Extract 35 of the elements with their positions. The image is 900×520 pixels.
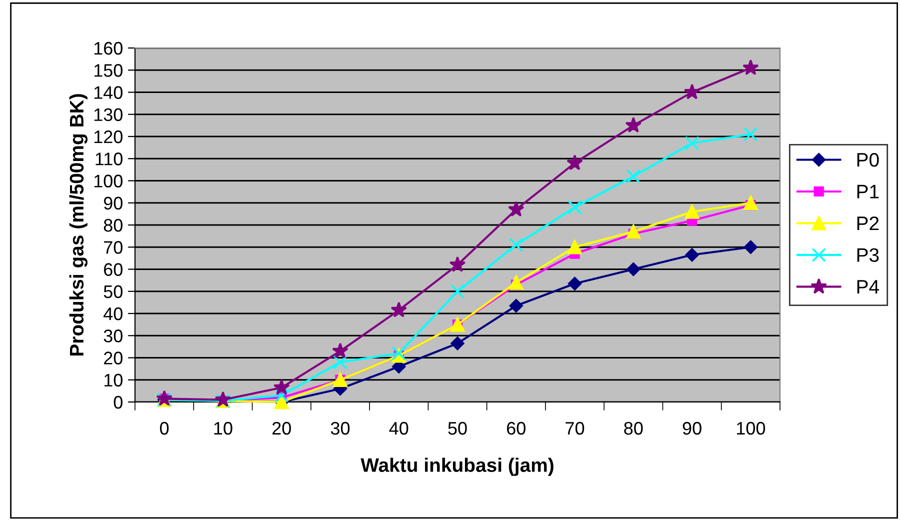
y-tick-label: 80 <box>104 218 122 232</box>
y-tick-label: 100 <box>94 174 122 188</box>
x-tick-label: 70 <box>566 422 584 435</box>
x-tick-label: 30 <box>330 422 350 435</box>
y-tick-label: 90 <box>104 196 122 210</box>
y-tick-label: 150 <box>94 64 122 77</box>
y-tick-label: 50 <box>104 285 122 298</box>
x-tick-label: 100 <box>737 422 766 435</box>
y-tick-label: 0 <box>114 396 122 409</box>
x-tick-label: 90 <box>682 422 702 435</box>
x-tick-label: 80 <box>624 422 643 435</box>
legend-label: P4 <box>857 280 879 294</box>
y-tick-label: 60 <box>104 263 122 276</box>
y-tick-label: 70 <box>104 241 122 254</box>
x-tick-label: 20 <box>272 422 291 435</box>
y-tick-label: 160 <box>94 42 122 55</box>
legend-label: P0 <box>857 152 879 167</box>
x-axis-title: Waktu inkubasi (jam) <box>360 458 554 476</box>
x-tick-label: 60 <box>507 422 526 435</box>
y-tick-label: 120 <box>94 130 122 144</box>
x-tick-label: 40 <box>389 422 408 435</box>
y-tick-label: 10 <box>104 374 122 387</box>
legend-label: P3 <box>857 248 879 262</box>
y-tick-label: 30 <box>104 330 122 342</box>
y-axis-title: Produksi gas (ml/500mg BK) <box>69 94 88 356</box>
y-tick-label: 110 <box>96 152 122 166</box>
y-tick-label: 140 <box>94 86 122 99</box>
x-tick-label: 10 <box>214 422 232 435</box>
x-tick-label: 0 <box>160 422 169 435</box>
x-tick-label: 50 <box>448 422 467 435</box>
y-tick-label: 130 <box>94 108 122 122</box>
legend-label: P2 <box>857 216 879 230</box>
y-tick-label: 40 <box>104 307 122 320</box>
legend-label: P1 <box>857 184 879 198</box>
y-tick-label: 20 <box>104 352 122 364</box>
